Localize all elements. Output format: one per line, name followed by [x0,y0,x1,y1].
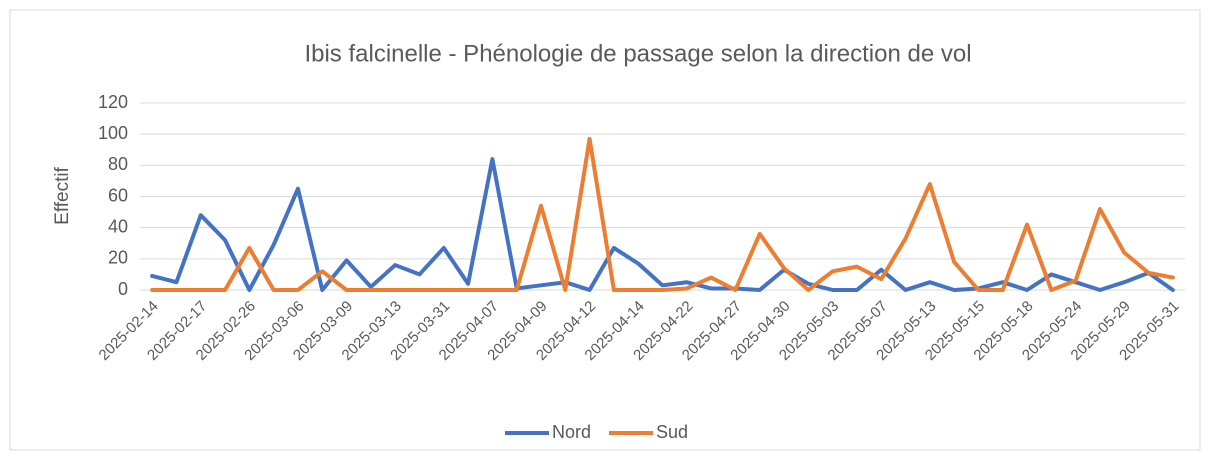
y-tick-label: 0 [118,279,128,299]
y-tick-label: 60 [108,185,128,205]
y-tick-label: 100 [98,123,128,143]
y-tick-label: 20 [108,248,128,268]
series-line [150,157,1175,292]
y-tick-label: 80 [108,154,128,174]
y-tick-label: 40 [108,216,128,236]
y-tick-label: 120 [98,92,128,112]
legend-label: Sud [656,422,688,442]
series-line [150,136,1175,292]
chart-title: Ibis falcinelle - Phénologie de passage … [304,40,971,67]
legend-label: Nord [552,422,591,442]
y-axis-label: Effectif [52,166,73,224]
